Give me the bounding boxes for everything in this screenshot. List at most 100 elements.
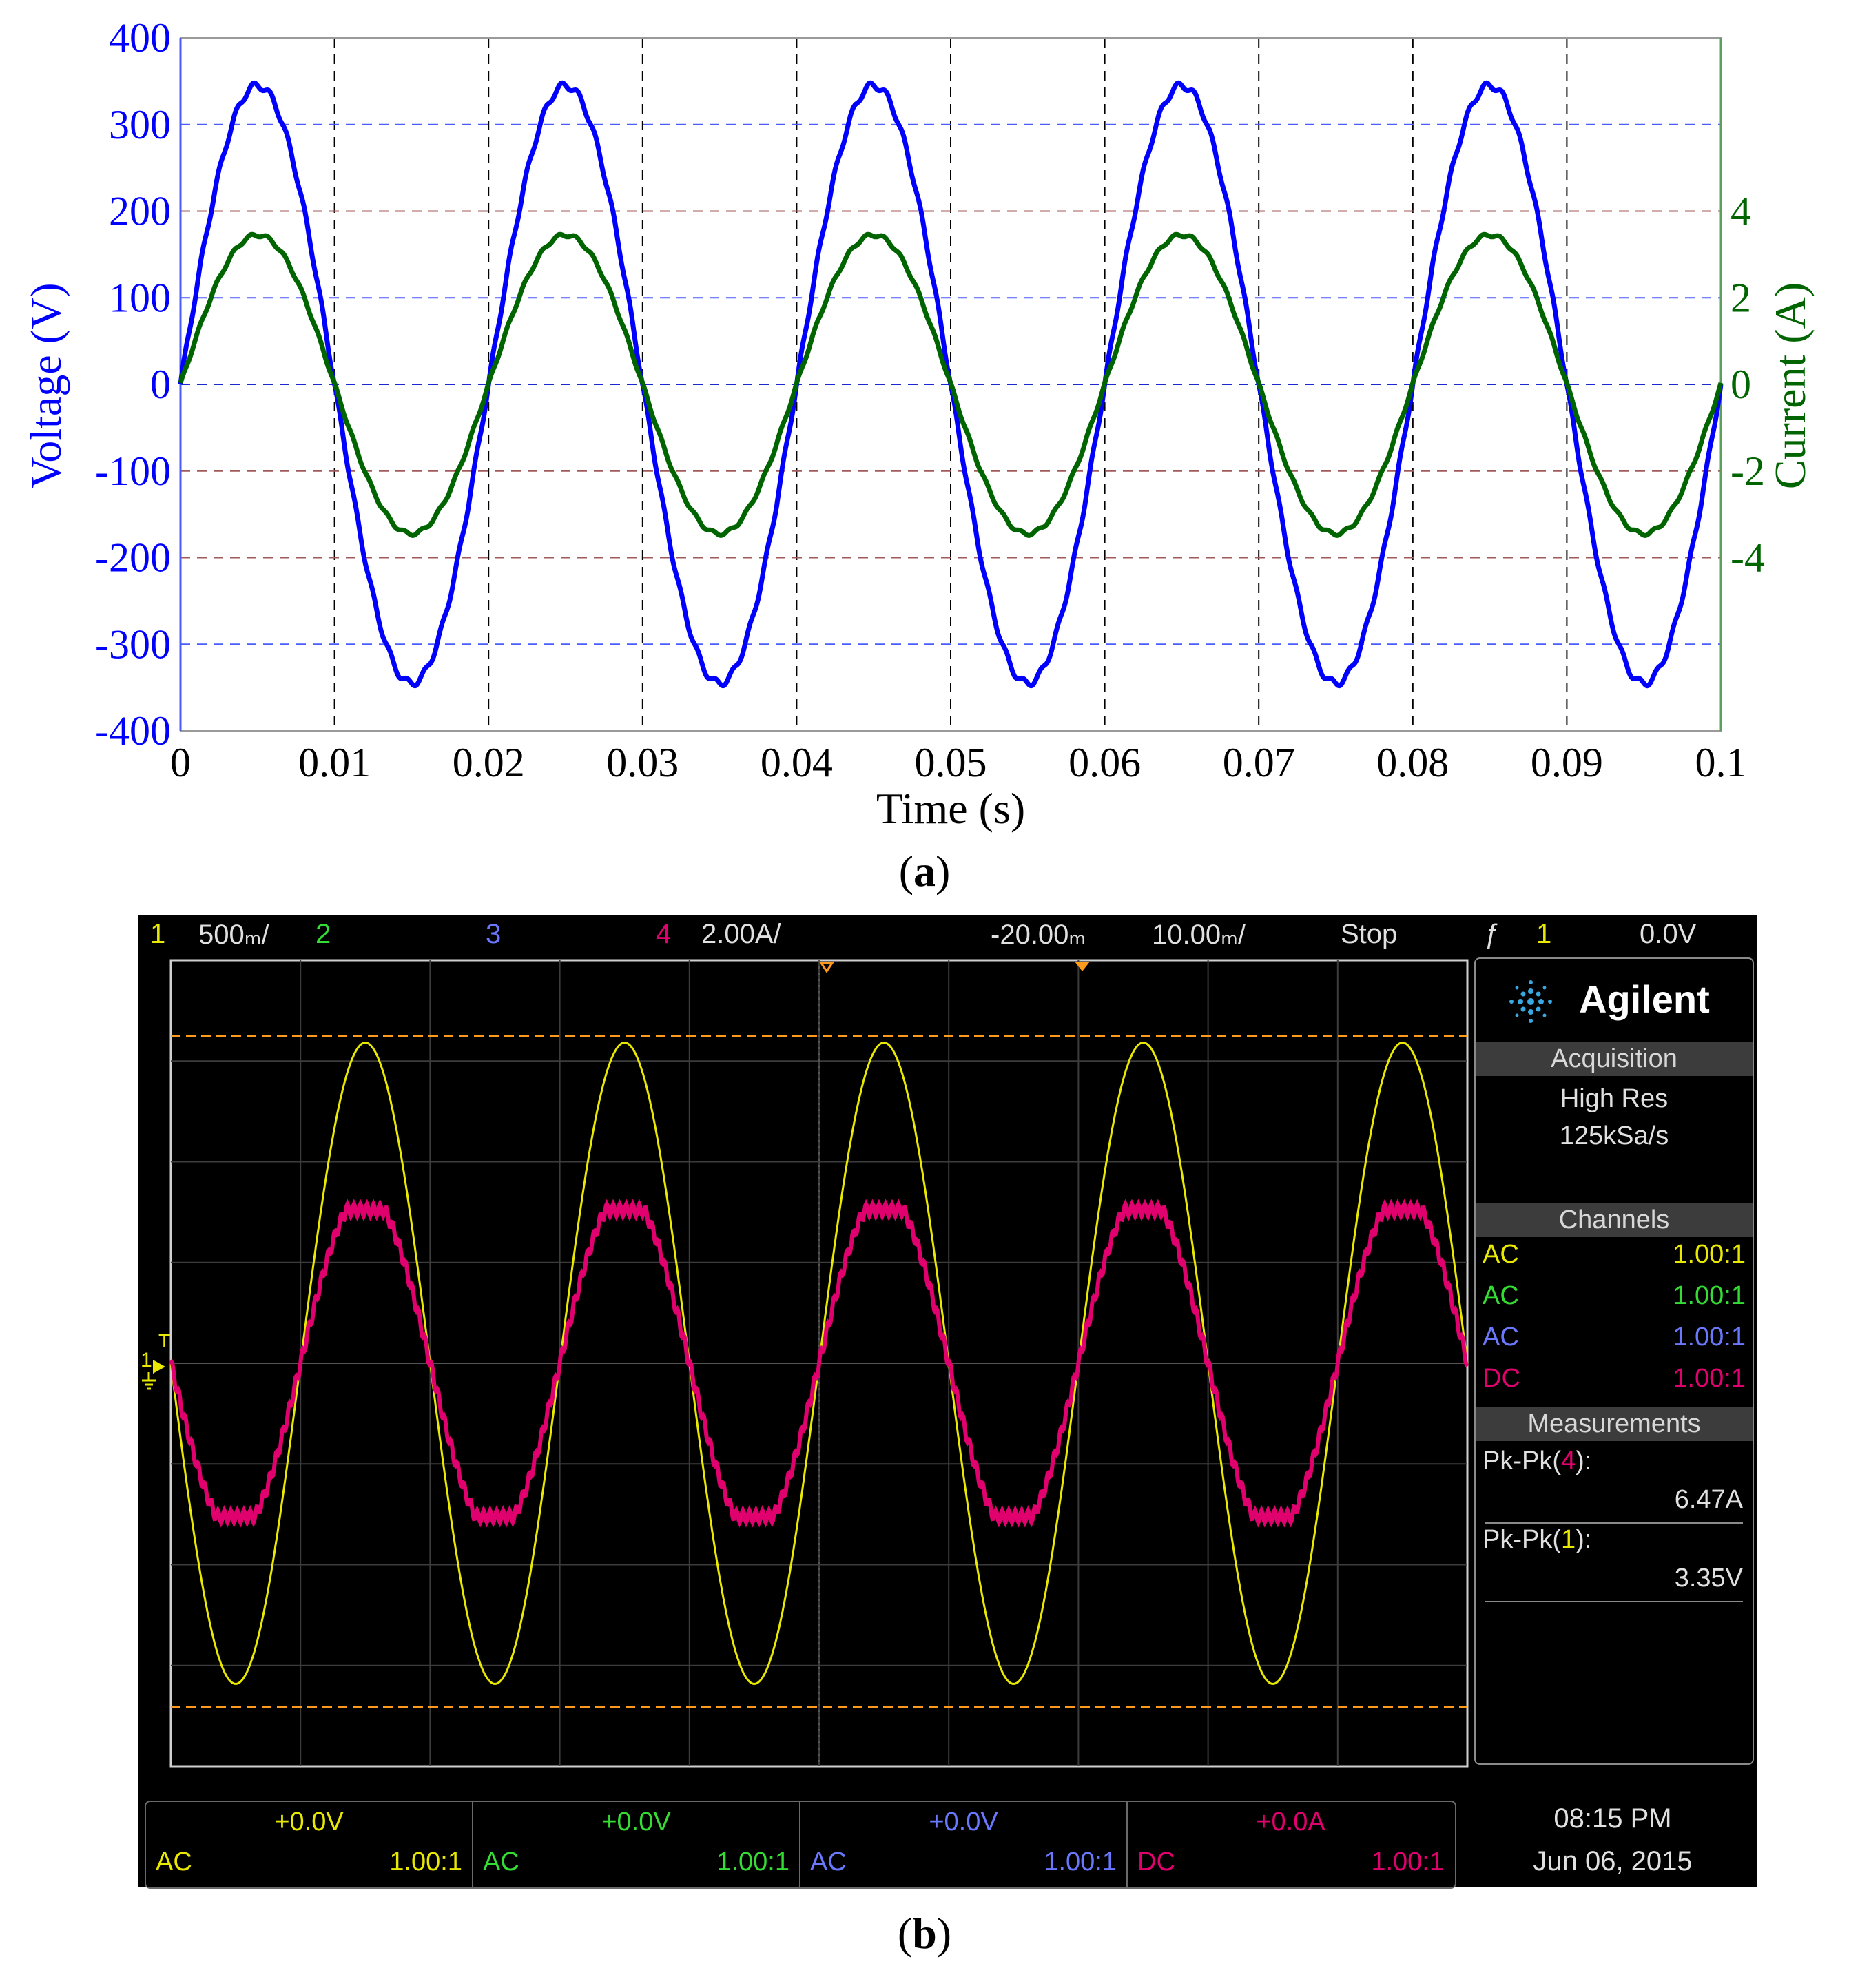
x-tick-label: 0.06 [1068, 740, 1141, 785]
oscilloscope-screen: 1 500ₘ/ 2 3 4 2.00A/ -20.00ₘ 10.00ₘ/ Sto… [138, 915, 1757, 1889]
chart-a-x-axis-label: Time (s) [876, 784, 1025, 833]
y-tick-label: 0 [150, 362, 171, 407]
channel-2-coupling[interactable]: AC [1483, 1281, 1519, 1310]
channel-3-ratio: 1.00:1 [1673, 1323, 1746, 1352]
figure-a-chart: 0 0.01 0.02 0.03 0.04 0.05 0.06 0.07 0.08 0.09 0.1… [21, 15, 1815, 833]
channel-2-ratio-label: 1.00:1 [716, 1847, 789, 1876]
measurement-2-value: 3.35V [1674, 1564, 1743, 1593]
channel-3-coupling-label: AC [810, 1847, 847, 1876]
caption-a: (a) [898, 847, 951, 895]
channel-4-info-cell[interactable]: +0.0A DC 1.00:1 [1128, 1802, 1454, 1887]
x-tick-label: 0.05 [915, 740, 987, 785]
measurement-2-label: Pk-Pk(1): [1483, 1525, 1591, 1555]
channel-3-offset: +0.0V [929, 1808, 998, 1836]
channel-3-info-cell[interactable]: +0.0V AC 1.00:1 [800, 1802, 1128, 1887]
brand-area: Agilent [1476, 959, 1753, 1042]
acquisition-rate: 125kSa/s [1559, 1121, 1669, 1150]
channel-1-ratio: 1.00:1 [1673, 1240, 1746, 1269]
y2-tick-label: -2 [1731, 448, 1765, 494]
channel-1-offset: +0.0V [274, 1808, 344, 1836]
ground-symbol-icon [142, 1372, 156, 1390]
scope-traces [169, 1042, 1469, 1685]
channel-1-coupling[interactable]: AC [1483, 1240, 1519, 1269]
y-tick-label: 100 [109, 275, 171, 320]
chart-a-series [178, 80, 1724, 689]
chart-a-y2-axis-label: Current (A) [1766, 282, 1815, 489]
x-tick-label: 0.02 [453, 740, 525, 785]
channel-4-ratio: 1.00:1 [1673, 1364, 1746, 1393]
y-tick-label: -300 [95, 621, 171, 667]
x-tick-label: 0.09 [1531, 740, 1603, 785]
y2-tick-label: 0 [1731, 362, 1751, 407]
ch4-scale: 2.00A/ [701, 919, 781, 949]
chart-a-y-axis-label: Voltage (V) [21, 282, 70, 488]
m1-label-prefix: Pk-Pk( [1483, 1447, 1561, 1476]
ch1-number[interactable]: 1 [150, 919, 166, 949]
acquisition-header[interactable]: Acquisition [1476, 1042, 1753, 1076]
agilent-spark-logo-icon [1509, 980, 1552, 1023]
scope-time: 08:15 PM [1553, 1803, 1672, 1834]
y2-tick-label: 2 [1731, 275, 1751, 320]
y-tick-label: 300 [109, 102, 171, 147]
trigger-level: 0.0V [1640, 919, 1697, 949]
y-tick-label: -100 [95, 448, 171, 494]
y2-tick-label: -4 [1731, 535, 1765, 581]
channel-4-coupling[interactable]: DC [1483, 1364, 1520, 1393]
channel-2-offset: +0.0V [601, 1808, 671, 1836]
channel-3-ratio-label: 1.00:1 [1044, 1847, 1117, 1876]
caption-b-letter: b [912, 1909, 937, 1958]
measurements-header[interactable]: Measurements [1476, 1407, 1753, 1441]
y2-tick-label: 4 [1731, 189, 1751, 234]
measurement-1-label: Pk-Pk(4): [1483, 1447, 1591, 1476]
x-tick-label: 0.03 [606, 740, 679, 785]
channel-2-info-cell[interactable]: +0.0V AC 1.00:1 [473, 1802, 800, 1887]
channels-header-label: Channels [1558, 1205, 1670, 1234]
channel-2-ratio: 1.00:1 [1673, 1281, 1746, 1310]
channel-4-coupling-label: DC [1137, 1847, 1175, 1876]
trigger-position-marker-icon[interactable] [1075, 962, 1090, 971]
trigger-level-marker[interactable]: T [158, 1330, 170, 1352]
m1-channel: 4 [1561, 1447, 1576, 1476]
scope-date: Jun 06, 2015 [1533, 1846, 1693, 1876]
channel-4-ratio-label: 1.00:1 [1371, 1847, 1444, 1876]
m2-label-suffix: ): [1576, 1525, 1592, 1554]
ch1-ground-marker[interactable]: 1 [141, 1349, 152, 1371]
measurement-divider-2 [1485, 1601, 1743, 1602]
channel-1-coupling-label: AC [156, 1847, 192, 1876]
channel-1-info-cell[interactable]: +0.0V AC 1.00:1 [146, 1802, 473, 1887]
chart-a-ticks: 0 0.01 0.02 0.03 0.04 0.05 0.06 0.07 0.08 0.09 0.1… [95, 15, 1765, 785]
measurement-1-value: 6.47A [1674, 1485, 1743, 1514]
series-line-current [178, 231, 1724, 538]
m2-channel: 1 [1561, 1525, 1576, 1554]
scope-trace-ch4 [169, 1199, 1469, 1528]
x-tick-label: 0.1 [1695, 740, 1747, 785]
trigger-edge-icon: ƒ [1485, 919, 1500, 949]
ch1-ground-arrow-icon [153, 1360, 165, 1374]
ch2-number[interactable]: 2 [316, 919, 331, 949]
scope-waveform-display: T 1 [141, 959, 1469, 1768]
measurement-divider [1485, 1522, 1743, 1524]
ch4-number[interactable]: 4 [656, 919, 672, 949]
caption-a-letter: a [913, 847, 936, 895]
channel-3-coupling[interactable]: AC [1483, 1323, 1519, 1352]
x-tick-label: 0 [170, 740, 191, 785]
x-tick-label: 0.07 [1223, 740, 1295, 785]
x-tick-label: 0.08 [1376, 740, 1449, 785]
measurements-header-label: Measurements [1527, 1409, 1701, 1438]
ch1-scale: 500ₘ/ [198, 920, 269, 950]
x-tick-label: 0.04 [761, 740, 833, 785]
time-offset: -20.00ₘ [991, 920, 1086, 950]
run-state[interactable]: Stop [1341, 919, 1398, 949]
ch3-number[interactable]: 3 [486, 919, 502, 949]
y-tick-label: -400 [95, 708, 171, 754]
channels-header[interactable]: Channels [1476, 1203, 1753, 1237]
x-tick-label: 0.01 [298, 740, 371, 785]
acquisition-header-label: Acquisition [1551, 1044, 1677, 1073]
trigger-channel: 1 [1536, 919, 1552, 949]
time-reference-marker-icon[interactable] [819, 962, 834, 973]
m2-label-prefix: Pk-Pk( [1483, 1525, 1561, 1554]
channel-1-ratio-label: 1.00:1 [389, 1847, 462, 1876]
scope-top-bar: 1 500ₘ/ 2 3 4 2.00A/ -20.00ₘ 10.00ₘ/ Sto… [138, 915, 1757, 955]
channel-4-offset: +0.0A [1256, 1808, 1325, 1836]
scope-side-panel: Agilent Acquisition High Res 125kSa/s Ch… [1474, 957, 1754, 1765]
